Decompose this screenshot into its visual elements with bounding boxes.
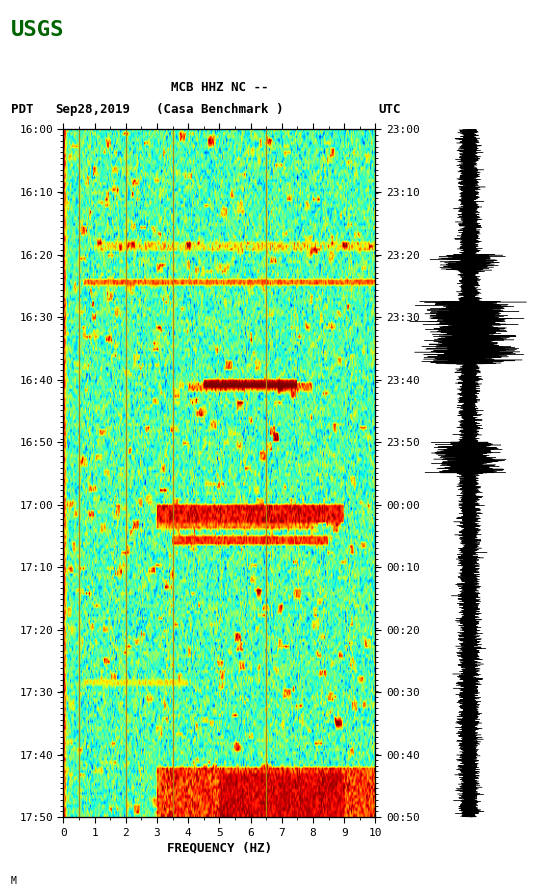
Text: UTC: UTC [378,103,401,116]
Text: (Casa Benchmark ): (Casa Benchmark ) [156,103,283,116]
Text: PDT: PDT [11,103,34,116]
Text: M: M [11,876,17,886]
Text: MCB HHZ NC --: MCB HHZ NC -- [171,80,268,94]
Text: Sep28,2019: Sep28,2019 [55,103,130,116]
X-axis label: FREQUENCY (HZ): FREQUENCY (HZ) [167,842,272,855]
Text: USGS: USGS [11,20,65,39]
